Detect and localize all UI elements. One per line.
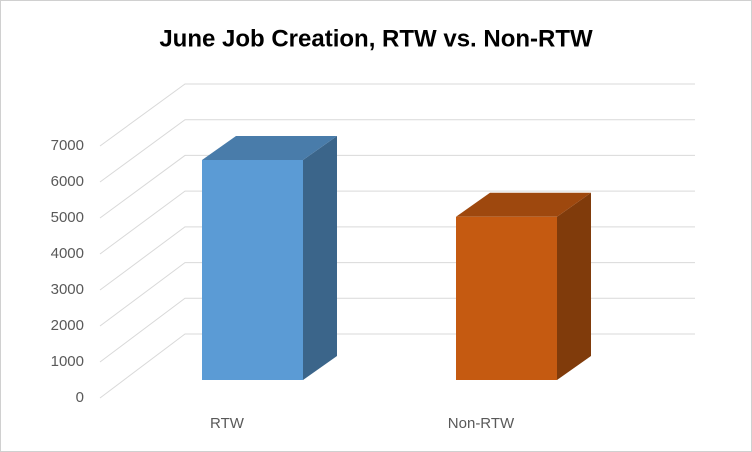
bar — [456, 216, 557, 380]
y-tick-label: 3000 — [51, 281, 84, 298]
bar-top — [456, 192, 591, 217]
y-tick-label: 2000 — [51, 317, 84, 334]
grid-line — [99, 83, 695, 147]
grid-line — [99, 119, 695, 183]
y-tick-label: 4000 — [51, 245, 84, 262]
chart-title: June Job Creation, RTW vs. Non-RTW — [159, 25, 593, 52]
bar-side — [303, 136, 337, 380]
grid-line — [99, 154, 695, 219]
x-tick-label: RTW — [210, 415, 245, 432]
y-tick-label: 7000 — [51, 137, 84, 154]
y-tick-label: 0 — [76, 389, 84, 406]
bar — [202, 160, 303, 380]
bar-top — [202, 136, 337, 160]
y-tick-label: 6000 — [51, 173, 84, 190]
grid-line — [99, 190, 695, 255]
y-tick-label: 1000 — [51, 353, 84, 370]
y-tick-label: 5000 — [51, 209, 84, 226]
x-tick-label: Non-RTW — [448, 415, 515, 432]
bar-side — [557, 192, 591, 380]
